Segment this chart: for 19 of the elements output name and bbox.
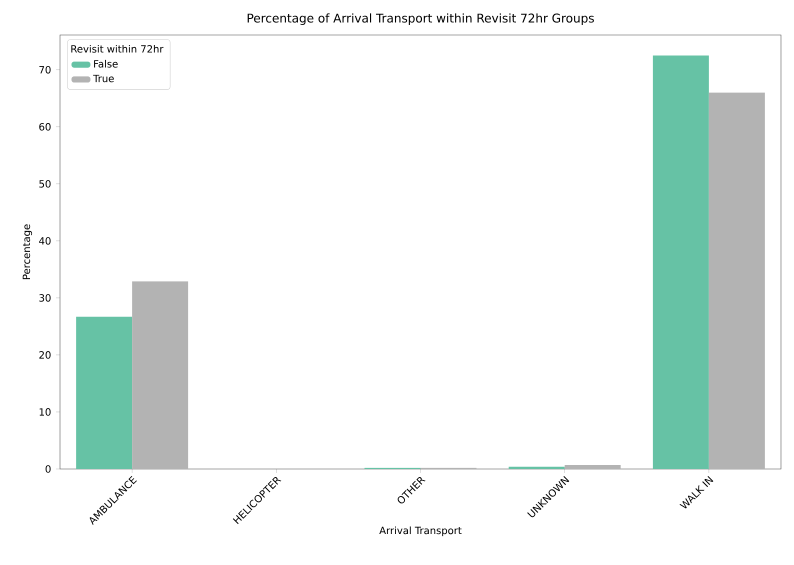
y-tick-label: 30 bbox=[39, 294, 51, 302]
y-tick-label: 20 bbox=[39, 351, 51, 359]
bar bbox=[708, 92, 765, 469]
legend-label: True bbox=[93, 74, 114, 82]
legend-title: Revisit within 72hr bbox=[71, 44, 164, 53]
bar bbox=[76, 316, 132, 469]
legend-label: False bbox=[94, 60, 118, 68]
bar bbox=[132, 281, 188, 469]
bar bbox=[652, 56, 709, 469]
x-axis-title: Arrival Transport bbox=[379, 526, 462, 536]
y-tick-label: 60 bbox=[39, 123, 51, 131]
y-tick-label: 50 bbox=[39, 180, 51, 188]
y-axis-title: Percentage bbox=[22, 224, 32, 280]
y-tick-label: 0 bbox=[46, 465, 51, 473]
y-tick-label: 10 bbox=[40, 408, 51, 416]
y-tick-label: 40 bbox=[39, 237, 51, 245]
chart-title: Percentage of Arrival Transport within Revisit 72hr Groups bbox=[248, 13, 594, 25]
bar bbox=[564, 464, 621, 469]
y-tick-label: 70 bbox=[39, 66, 51, 74]
